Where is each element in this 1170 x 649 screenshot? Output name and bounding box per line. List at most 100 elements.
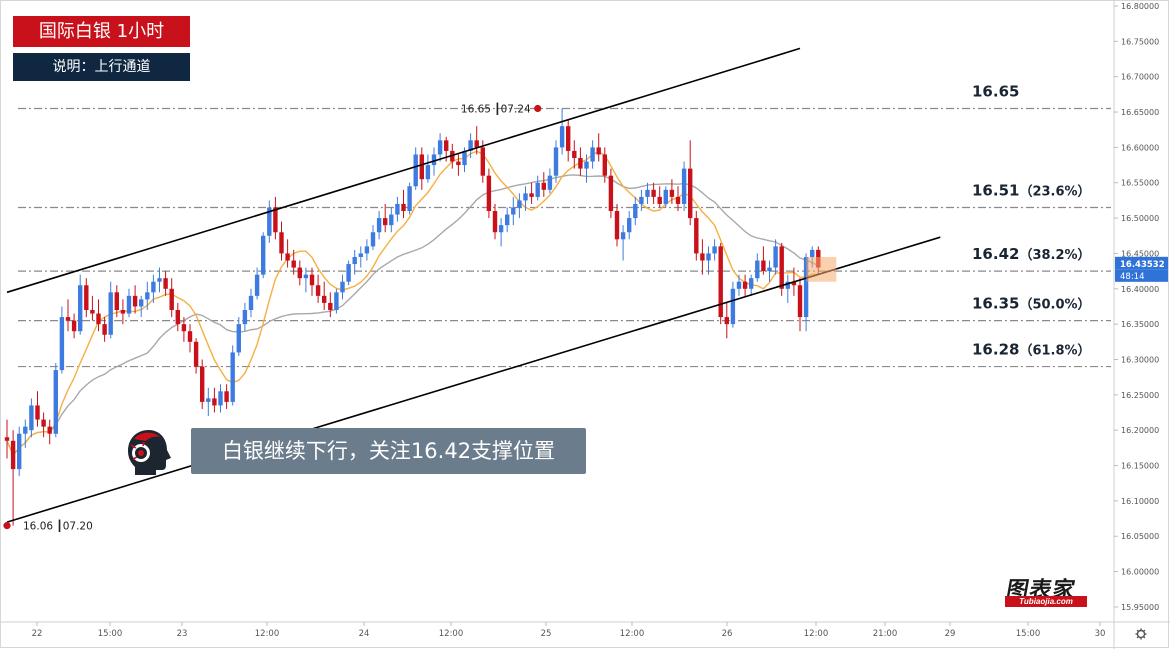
chart-title: 国际白银 1小时 (13, 16, 190, 47)
x-tick-label: 12:00 (804, 629, 829, 639)
candle-body (41, 419, 46, 427)
candle-body (35, 405, 40, 420)
analyst-avatar-icon (128, 430, 171, 475)
candle-body (468, 140, 473, 151)
candle-body (505, 214, 510, 226)
candle-body (663, 189, 668, 204)
extreme-marker (534, 104, 542, 113)
candle-body (315, 285, 321, 296)
current-price-label: 16.43532 (1120, 260, 1165, 270)
y-tick-label: 16.15000 (1121, 462, 1159, 471)
candle-body (718, 246, 723, 318)
candle-body (584, 161, 589, 169)
candle-body (547, 175, 553, 190)
x-tick-label: 30 (1095, 629, 1106, 639)
candle-body (364, 246, 370, 254)
level-percent: （23.6%） (1019, 183, 1090, 199)
candle-body (700, 253, 705, 261)
candle-body (456, 161, 461, 166)
level-percent: （61.8%） (1019, 343, 1090, 359)
candle-body (157, 278, 162, 282)
candle-body (767, 267, 772, 272)
countdown-label: 48:14 (1120, 272, 1145, 282)
candle-body (480, 147, 485, 176)
candle-body (413, 154, 418, 187)
candle-body (395, 203, 400, 215)
candle-body (297, 267, 302, 279)
y-tick-label: 16.35000 (1121, 320, 1159, 329)
candle-body (431, 154, 437, 166)
candle-body (78, 285, 83, 332)
candle-body (724, 317, 729, 325)
candle-body (596, 147, 601, 155)
candle-body (675, 196, 681, 204)
candle-body (444, 140, 449, 151)
extreme-marker (3, 522, 11, 530)
candle-body (401, 203, 406, 212)
candle-body (590, 147, 595, 162)
candle-body (59, 317, 65, 371)
candle-body (407, 186, 412, 212)
candle-body (230, 352, 235, 402)
candle-body (254, 274, 260, 296)
candle-body (620, 232, 626, 240)
candle-body (645, 189, 650, 197)
candle-body (639, 196, 644, 204)
gear-ring (1136, 629, 1146, 639)
candle-body (437, 140, 443, 155)
y-tick-label: 16.00000 (1121, 568, 1159, 577)
settings-gear-icon[interactable] (1135, 628, 1147, 640)
candle-body (523, 193, 528, 201)
candle-body (224, 391, 229, 402)
candle-body (236, 324, 241, 353)
x-tick-label: 25 (541, 629, 552, 639)
candle-body (261, 235, 266, 275)
candle-body (291, 260, 296, 268)
y-tick-label: 16.30000 (1121, 355, 1159, 364)
watermark-site: Tubiaojia.com (1005, 596, 1087, 607)
analysis-comment: 白银继续下行，关注16.42支撑位置 (191, 428, 586, 474)
candle-body (529, 193, 534, 197)
x-tick-label: 12:00 (439, 629, 464, 639)
candle-body (200, 366, 205, 402)
candle-body (706, 253, 711, 261)
candle-body (10, 440, 16, 470)
candle-body (145, 292, 150, 300)
candle-body (553, 147, 559, 176)
candle-body (193, 341, 199, 367)
extreme-label: 16.65 ┃07.24 (461, 103, 531, 116)
x-tick-label: 15:00 (98, 629, 123, 639)
candle-body (633, 203, 638, 219)
candle-body (279, 232, 284, 254)
gear-tooth (1142, 635, 1146, 639)
gear-tooth (1136, 629, 1140, 633)
candle-body (517, 200, 522, 208)
candle-body (742, 281, 748, 289)
candle-body (114, 292, 119, 310)
candle-body (450, 150, 455, 162)
candle-body (712, 246, 717, 254)
candle-body (322, 295, 327, 303)
candle-body (486, 175, 492, 212)
y-tick-label: 16.05000 (1121, 532, 1159, 541)
candle-body (334, 292, 339, 310)
candle-body (309, 274, 315, 286)
candle-body (151, 281, 156, 293)
candle-body (559, 126, 565, 148)
candle-body (492, 211, 498, 233)
candle-body (657, 196, 662, 204)
y-tick-label: 15.95000 (1121, 603, 1159, 612)
candle-body (419, 154, 424, 180)
candle-body (328, 302, 333, 310)
level-label: 16.65 (972, 83, 1019, 101)
candle-body (132, 295, 138, 307)
x-tick-label: 22 (32, 629, 43, 639)
candle-body (175, 310, 180, 325)
level-percent: （50.0%） (1019, 297, 1090, 313)
candle-body (462, 150, 467, 166)
candle-body (627, 218, 632, 233)
candle-body (785, 281, 790, 289)
candle-body (651, 189, 656, 197)
